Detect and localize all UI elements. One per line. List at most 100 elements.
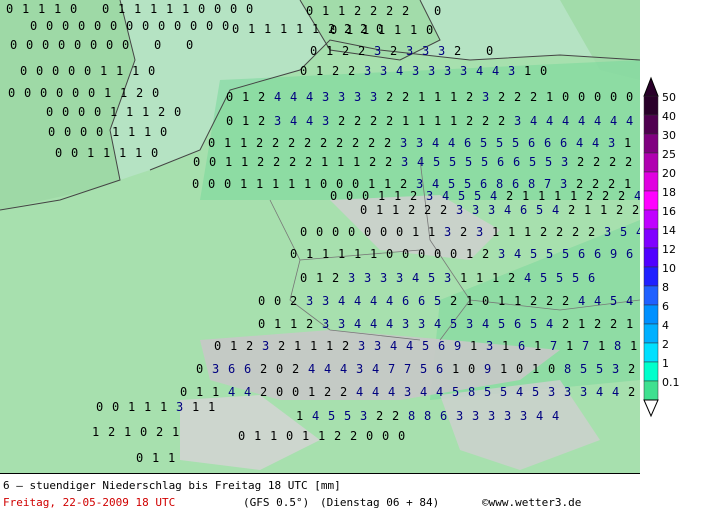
grid-value: 4: [356, 385, 363, 399]
grid-value: 1: [376, 203, 383, 217]
grid-value: 3: [400, 136, 407, 150]
grid-value: 4: [536, 409, 543, 423]
grid-value: 1: [270, 429, 277, 443]
grid-value: 0: [610, 90, 617, 104]
grid-value: 6: [244, 362, 251, 376]
grid-value: 6: [440, 409, 447, 423]
legend-label: 16: [662, 205, 676, 218]
grid-value: 8: [528, 177, 535, 191]
grid-value: 0: [286, 429, 293, 443]
grid-value: 1: [410, 23, 417, 37]
grid-value: 5: [464, 177, 471, 191]
grid-value: 0: [230, 2, 237, 16]
grid-value: 0: [516, 362, 523, 376]
value-row: 012344322221111222344444443321110: [226, 114, 640, 128]
grid-value: 1: [578, 317, 585, 331]
grid-value: 0: [48, 125, 55, 139]
grid-value: 2: [306, 317, 313, 331]
grid-value: 2: [625, 155, 632, 169]
grid-value: 0: [62, 19, 69, 33]
grid-value: 0: [274, 294, 281, 308]
credit-text[interactable]: www.wetter3.de: [488, 496, 582, 509]
grid-value: 3: [274, 114, 281, 128]
grid-value: 1: [142, 105, 149, 119]
grid-value: 1: [280, 22, 287, 36]
grid-value: 2: [350, 429, 357, 443]
grid-value: 5: [546, 247, 553, 261]
grid-value: 3: [428, 64, 435, 78]
grid-value: 1: [532, 362, 539, 376]
legend-label: 8: [662, 281, 669, 294]
grid-value: 2: [344, 22, 351, 36]
grid-value: 4: [576, 136, 583, 150]
grid-value: 0: [80, 125, 87, 139]
grid-value: 1: [630, 339, 637, 353]
grid-value: 3: [444, 271, 451, 285]
grid-value: 3: [406, 44, 413, 58]
grid-value: 7: [404, 362, 411, 376]
grid-value: 2: [400, 177, 407, 191]
grid-value: 3: [404, 385, 411, 399]
grid-value: 2: [369, 155, 376, 169]
grid-value: 0: [142, 19, 149, 33]
legend-swatch: [643, 380, 659, 401]
grid-value: 1: [378, 189, 385, 203]
grid-value: 6: [518, 339, 525, 353]
grid-value: 8: [424, 409, 431, 423]
grid-value: 0: [258, 294, 265, 308]
legend-label: 20: [662, 167, 676, 180]
grid-value: 4: [417, 155, 424, 169]
grid-value: 1: [126, 105, 133, 119]
grid-value: 2: [402, 4, 409, 18]
grid-value: 0: [364, 225, 371, 239]
grid-value: 0: [360, 203, 367, 217]
grid-value: 4: [442, 189, 449, 203]
grid-value: 3: [416, 177, 423, 191]
grid-value: 0: [26, 38, 33, 52]
grid-value: 1: [338, 247, 345, 261]
grid-value: 4: [448, 136, 455, 150]
grid-value: 2: [324, 385, 331, 399]
legend-label: 18: [662, 186, 676, 199]
legend-swatch: [643, 323, 659, 344]
grid-value: 4: [386, 317, 393, 331]
grid-value: 0: [94, 19, 101, 33]
grid-value: 3: [348, 271, 355, 285]
grid-value: 1: [450, 114, 457, 128]
grid-value: 4: [546, 114, 553, 128]
grid-value: 6: [520, 203, 527, 217]
grid-value: 2: [332, 64, 339, 78]
grid-value: 1: [584, 203, 591, 217]
grid-value: 2: [289, 155, 296, 169]
grid-value: 1: [394, 189, 401, 203]
grid-value: 0: [382, 429, 389, 443]
grid-value: 4: [432, 177, 439, 191]
legend-swatch: [643, 152, 659, 173]
grid-value: 2: [514, 90, 521, 104]
valid-date-line: Freitag, 22-05-2009 18 UTC: [3, 496, 175, 509]
grid-value: 3: [456, 409, 463, 423]
grid-value: 1: [144, 400, 151, 414]
grid-value: 6: [464, 136, 471, 150]
grid-value: 1: [626, 317, 633, 331]
grid-value: 0: [376, 22, 383, 36]
grid-value: 4: [324, 362, 331, 376]
grid-value: 1: [384, 177, 391, 191]
grid-value: 6: [228, 362, 235, 376]
grid-value: 0: [222, 19, 229, 33]
grid-value: 1: [322, 4, 329, 18]
model-label: (GFS 0.5°): [243, 496, 310, 509]
grid-value: 1: [152, 451, 159, 465]
grid-value: 1: [470, 339, 477, 353]
grid-value: 1: [546, 90, 553, 104]
grid-value: 0: [46, 105, 53, 119]
grid-value: 2: [530, 294, 537, 308]
legend-label: 2: [662, 338, 669, 351]
grid-value: 0: [224, 177, 231, 191]
grid-value: 4: [396, 64, 403, 78]
grid-value: 2: [593, 155, 600, 169]
grid-value: 5: [422, 339, 429, 353]
